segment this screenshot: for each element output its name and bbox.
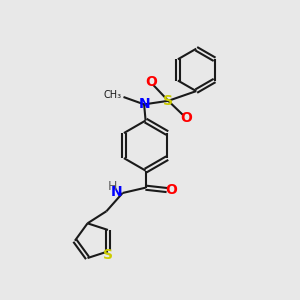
Text: O: O — [146, 75, 158, 89]
Text: S: S — [163, 94, 173, 108]
Text: CH₃: CH₃ — [103, 90, 121, 100]
Text: N: N — [138, 98, 150, 111]
Text: N: N — [110, 185, 122, 200]
Text: H: H — [108, 180, 117, 193]
Text: O: O — [165, 183, 177, 197]
Text: S: S — [103, 248, 113, 262]
Text: O: O — [180, 111, 192, 125]
